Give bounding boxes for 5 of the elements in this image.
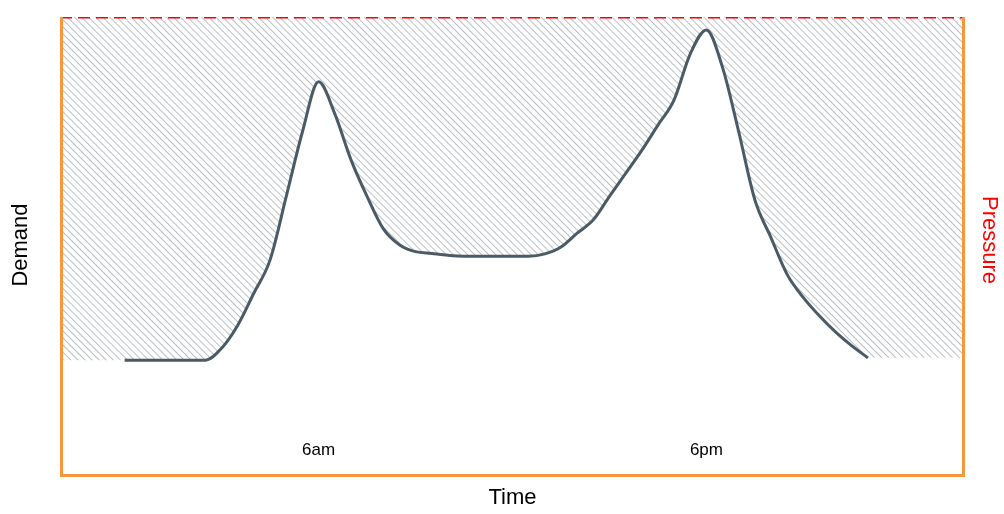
y-axis-title: Demand <box>7 203 33 287</box>
x-tick-label: 6pm <box>689 440 723 459</box>
x-tick-label: 6am <box>302 440 336 459</box>
y2-axis-title: Pressure <box>977 195 1003 285</box>
x-axis-title: Time <box>487 484 538 510</box>
